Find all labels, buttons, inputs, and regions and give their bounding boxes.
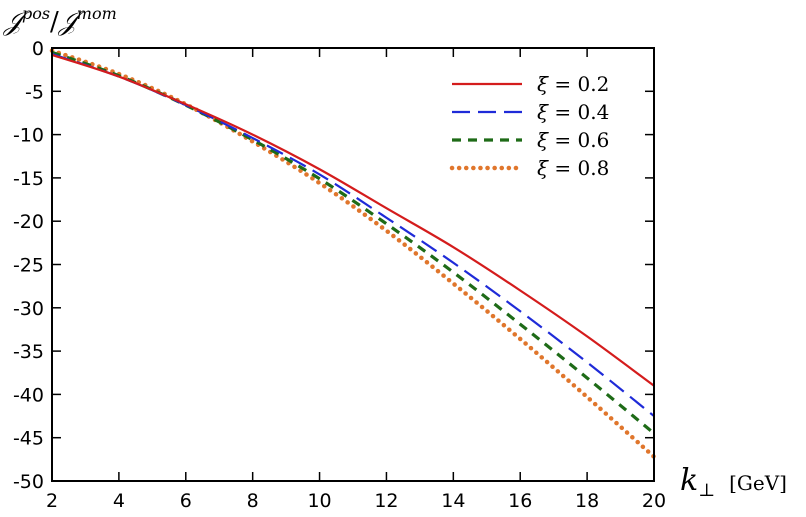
y-tick-label: -50 xyxy=(13,471,44,493)
x-tick-label: 2 xyxy=(46,490,58,512)
legend-symbol: ξ xyxy=(537,156,549,180)
x-label-unit: [GeV] xyxy=(729,471,787,495)
legend-entry: ξ = 0.8 xyxy=(537,156,609,180)
y-tick-label: -5 xyxy=(25,81,44,103)
x-tick-label: 14 xyxy=(441,490,465,512)
y-tick-label: -35 xyxy=(13,341,44,363)
y-tick-label: -40 xyxy=(13,384,44,406)
x-label-symbol: k xyxy=(680,463,698,498)
y-tick-label: 0 xyxy=(32,38,44,60)
x-tick-label: 6 xyxy=(180,490,192,512)
legend-symbol: ξ xyxy=(537,100,549,124)
y-axis-label: 𝒥pos/𝒥mom xyxy=(2,4,117,37)
y-tick-label: -30 xyxy=(13,298,44,320)
legend-entry: ξ = 0.4 xyxy=(537,100,609,124)
x-label-subscript: ⊥ xyxy=(698,480,715,501)
x-tick-label: 16 xyxy=(508,490,532,512)
y-tick-label: -10 xyxy=(13,125,44,147)
legend-value: = 0.2 xyxy=(548,72,609,96)
legend-value: = 0.6 xyxy=(548,128,609,152)
y-tick-label: -15 xyxy=(13,168,44,190)
x-tick-label: 4 xyxy=(113,490,125,512)
y-label-slash: / xyxy=(50,7,59,37)
legend-symbol: ξ xyxy=(537,72,549,96)
x-tick-label: 10 xyxy=(307,490,331,512)
y-label-sup2: mom xyxy=(77,4,117,23)
legend-entry: ξ = 0.6 xyxy=(537,128,609,152)
legend-symbol: ξ xyxy=(537,128,549,152)
y-tick-label: -45 xyxy=(13,428,44,450)
y-tick-label: -25 xyxy=(13,255,44,277)
y-label-sup1: pos xyxy=(22,4,50,23)
axis-ticks: 2 4 6 8 10 12 14 16 18 20 0 -5 -10 -15 -20 -25 -30 -35 -40… xyxy=(13,38,666,512)
x-tick-label: 12 xyxy=(374,490,398,512)
x-tick-label: 20 xyxy=(642,490,666,512)
legend-entry: ξ = 0.2 xyxy=(537,72,609,96)
legend-value: = 0.8 xyxy=(548,156,609,180)
legend: ξ = 0.2ξ = 0.4ξ = 0.6ξ = 0.8 xyxy=(449,72,609,180)
x-tick-label: 18 xyxy=(575,490,599,512)
x-axis-label: k⊥ [GeV] xyxy=(680,463,787,501)
y-tick-label: -20 xyxy=(13,211,44,233)
legend-value: = 0.4 xyxy=(548,100,609,124)
x-tick-label: 8 xyxy=(247,490,259,512)
series-lines xyxy=(49,48,657,459)
plot-frame xyxy=(51,47,655,482)
series-line-solid xyxy=(51,53,655,387)
